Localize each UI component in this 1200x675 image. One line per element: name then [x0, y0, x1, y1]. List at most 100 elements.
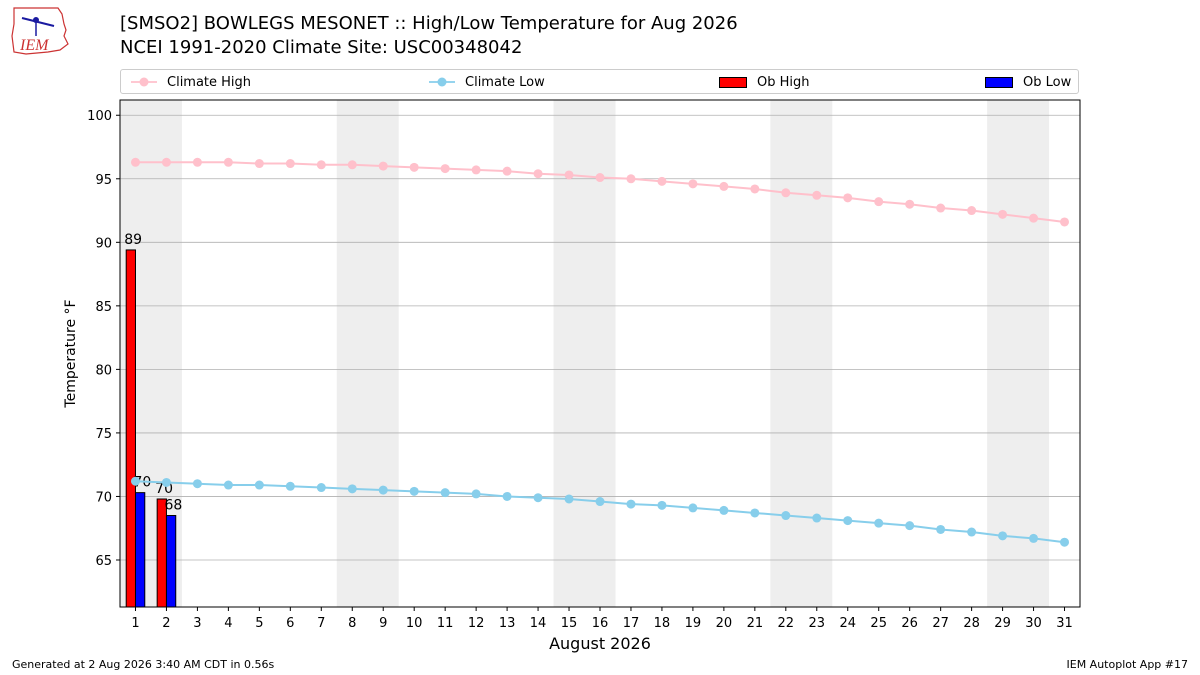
climate-low-point [812, 513, 822, 523]
x-tick-label: 7 [317, 616, 325, 631]
climate-low-point [936, 524, 946, 534]
y-tick-label: 65 [95, 554, 112, 569]
climate-low-point [967, 527, 977, 537]
x-tick-label: 27 [932, 616, 949, 631]
legend-swatch-icon [985, 76, 1013, 88]
chart-legend: Climate High Climate Low Ob High Ob Low [120, 69, 1079, 94]
climate-low-point [378, 485, 388, 495]
climate-high-point [998, 209, 1008, 219]
x-tick-label: 11 [437, 616, 454, 631]
x-tick-label: 20 [716, 616, 733, 631]
climate-high-point [440, 164, 450, 174]
climate-low-point [688, 503, 698, 513]
x-tick-label: 17 [623, 616, 640, 631]
legend-label: Climate Low [465, 74, 545, 90]
x-tick-label: 6 [286, 616, 294, 631]
climate-low-point [564, 494, 574, 504]
climate-high-point [533, 169, 543, 179]
x-axis-label: August 2026 [549, 634, 651, 653]
legend-label: Climate High [167, 74, 252, 90]
svg-text:IEM: IEM [19, 37, 50, 54]
x-tick-label: 1 [131, 616, 139, 631]
legend-item-ob-low: Ob Low [985, 74, 1071, 90]
x-tick-label: 31 [1056, 616, 1073, 631]
y-tick-label: 95 [95, 173, 112, 188]
legend-label: Ob Low [1023, 74, 1072, 90]
climate-low-point [533, 493, 543, 503]
x-tick-label: 23 [809, 616, 826, 631]
climate-low-point [223, 480, 233, 490]
iem-logo: IEM [11, 7, 69, 55]
climate-high-point [967, 206, 977, 216]
climate-low-point [843, 516, 853, 526]
climate-high-point [657, 176, 667, 186]
climate-high-point [502, 166, 512, 176]
chart-subtitle: NCEI 1991-2020 Climate Site: USC00348042 [120, 37, 523, 58]
climate-high-point [626, 174, 636, 184]
plot-frame [119, 99, 1081, 608]
y-tick-label: 80 [95, 363, 112, 378]
climate-low-point [626, 499, 636, 509]
x-tick-label: 26 [901, 616, 918, 631]
x-tick-label: 18 [654, 616, 671, 631]
y-tick-label: 70 [95, 490, 112, 505]
climate-high-point [812, 190, 822, 200]
climate-low-point [440, 488, 450, 498]
climate-low-point [254, 480, 264, 490]
ob-low-bar [134, 492, 146, 608]
bar-value-label: 89 [124, 232, 142, 248]
chart-title: [SMSO2] BOWLEGS MESONET :: High/Low Temp… [120, 13, 738, 34]
app-label: IEM Autoplot App #17 [1066, 658, 1189, 671]
climate-low-point [781, 511, 791, 521]
climate-low-point [192, 479, 202, 489]
climate-high-point [285, 159, 295, 169]
y-tick-label: 75 [95, 427, 112, 442]
x-tick-label: 21 [747, 616, 764, 631]
climate-high-point [409, 162, 419, 172]
weekend-band [770, 100, 833, 607]
x-tick-label: 8 [348, 616, 356, 631]
climate-low-point [595, 497, 605, 507]
climate-high-point [1029, 213, 1039, 223]
weekend-band [987, 100, 1050, 607]
climate-low-point [905, 521, 915, 531]
climate-low-point [657, 500, 667, 510]
climate-low-point [347, 484, 357, 494]
climate-high-point [781, 188, 791, 198]
legend-label: Ob High [757, 74, 810, 90]
x-tick-label: 25 [870, 616, 887, 631]
climate-high-point [843, 193, 853, 203]
climate-low-point [316, 483, 326, 493]
climate-high-point [378, 161, 388, 171]
x-tick-label: 9 [379, 616, 387, 631]
legend-item-climate-low: Climate Low [429, 74, 545, 90]
climate-low-point [285, 481, 295, 491]
ob-high-bar [156, 498, 167, 608]
climate-high-point [471, 165, 481, 175]
y-tick-label: 90 [95, 236, 112, 251]
y-tick-label: 100 [87, 109, 112, 124]
x-tick-label: 16 [592, 616, 609, 631]
climate-low-point [130, 476, 140, 486]
x-tick-label: 12 [468, 616, 485, 631]
climate-low-point [161, 477, 171, 487]
climate-low-point [750, 508, 760, 518]
legend-line-marker-icon [131, 77, 157, 87]
climate-low-point [1029, 533, 1039, 543]
x-tick-label: 29 [994, 616, 1011, 631]
legend-item-ob-high: Ob High [719, 74, 810, 90]
bar-value-label: 68 [164, 498, 182, 514]
climate-high-point [688, 179, 698, 189]
climate-high-point [564, 170, 574, 180]
climate-high-point [223, 157, 233, 167]
x-tick-label: 24 [839, 616, 856, 631]
climate-low-point [998, 531, 1008, 541]
x-tick-label: 28 [963, 616, 980, 631]
x-tick-label: 19 [685, 616, 702, 631]
x-tick-label: 14 [530, 616, 547, 631]
climate-low-point [1060, 537, 1070, 547]
generated-timestamp: Generated at 2 Aug 2026 3:40 AM CDT in 0… [12, 658, 275, 671]
climate-low-point [719, 505, 729, 515]
climate-low-point [502, 491, 512, 501]
